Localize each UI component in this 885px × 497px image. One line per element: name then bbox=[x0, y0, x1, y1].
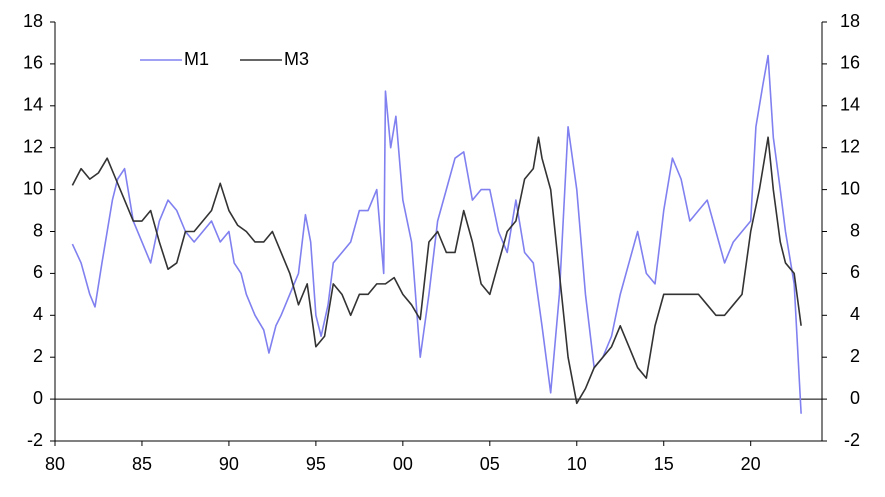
y-tick-label: 14 bbox=[23, 95, 43, 115]
x-tick-label: 95 bbox=[306, 454, 326, 474]
y2-tick-label: 8 bbox=[850, 220, 860, 240]
x-tick-label: 85 bbox=[132, 454, 152, 474]
y-tick-label: 4 bbox=[33, 304, 43, 324]
x-tick-label: 15 bbox=[654, 454, 674, 474]
y2-tick-label: 4 bbox=[850, 304, 860, 324]
y-tick-label: 16 bbox=[23, 53, 43, 73]
x-tick-label: 05 bbox=[480, 454, 500, 474]
y2-tick-label: 6 bbox=[850, 262, 860, 282]
y2-tick-label: 10 bbox=[840, 178, 860, 198]
legend-label: M1 bbox=[184, 49, 209, 69]
y2-tick-label: 2 bbox=[850, 346, 860, 366]
y-tick-label: 10 bbox=[23, 178, 43, 198]
y2-tick-label: 18 bbox=[840, 11, 860, 31]
x-tick-label: 10 bbox=[567, 454, 587, 474]
y-tick-label: 6 bbox=[33, 262, 43, 282]
x-tick-label: 80 bbox=[45, 454, 65, 474]
y2-tick-label: 12 bbox=[840, 136, 860, 156]
y-tick-label: 12 bbox=[23, 136, 43, 156]
y-tick-label: -2 bbox=[27, 430, 43, 450]
y-tick-label: 0 bbox=[33, 388, 43, 408]
series-line bbox=[71, 136, 802, 405]
y2-tick-label: 16 bbox=[840, 53, 860, 73]
y-tick-label: 2 bbox=[33, 346, 43, 366]
y-tick-label: 18 bbox=[23, 11, 43, 31]
y2-tick-label: 14 bbox=[840, 95, 860, 115]
y2-tick-label: 0 bbox=[850, 388, 860, 408]
x-tick-label: 20 bbox=[741, 454, 761, 474]
y2-tick-label: -2 bbox=[844, 430, 860, 450]
legend-label: M3 bbox=[284, 49, 309, 69]
x-tick-label: 00 bbox=[393, 454, 413, 474]
series-line bbox=[71, 54, 802, 414]
y-tick-label: 8 bbox=[33, 220, 43, 240]
x-tick-label: 90 bbox=[219, 454, 239, 474]
